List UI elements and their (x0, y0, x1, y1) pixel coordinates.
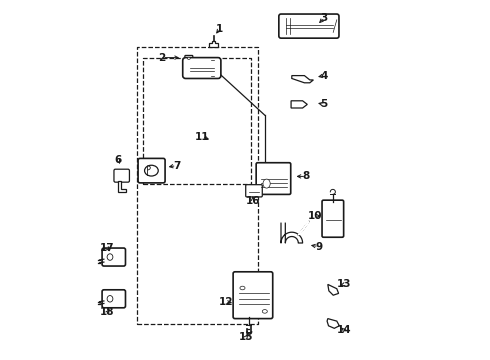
Text: 1: 1 (216, 24, 223, 34)
Text: 8: 8 (303, 171, 310, 181)
FancyBboxPatch shape (233, 272, 273, 319)
Text: 13: 13 (337, 279, 351, 289)
FancyBboxPatch shape (102, 290, 125, 308)
Ellipse shape (107, 254, 113, 260)
Polygon shape (281, 223, 303, 243)
Ellipse shape (240, 286, 245, 290)
Text: 10: 10 (308, 211, 322, 221)
Polygon shape (291, 101, 307, 108)
FancyBboxPatch shape (322, 200, 343, 237)
Polygon shape (298, 221, 309, 235)
Ellipse shape (262, 310, 268, 313)
Text: 12: 12 (219, 297, 234, 307)
Text: 4: 4 (320, 71, 328, 81)
Text: 16: 16 (245, 195, 260, 206)
Text: 9: 9 (315, 242, 322, 252)
Polygon shape (328, 284, 339, 295)
Ellipse shape (187, 57, 190, 59)
Ellipse shape (145, 165, 158, 176)
Polygon shape (327, 319, 339, 328)
Polygon shape (292, 76, 314, 83)
FancyBboxPatch shape (114, 169, 129, 182)
Polygon shape (118, 181, 126, 192)
FancyBboxPatch shape (138, 158, 165, 183)
Text: 18: 18 (100, 307, 115, 318)
Text: 5: 5 (320, 99, 328, 109)
FancyBboxPatch shape (279, 14, 339, 38)
Text: 2: 2 (159, 53, 166, 63)
FancyBboxPatch shape (256, 163, 291, 194)
Text: 3: 3 (320, 13, 328, 23)
Polygon shape (209, 41, 219, 47)
Ellipse shape (263, 179, 270, 188)
FancyBboxPatch shape (185, 55, 193, 61)
Ellipse shape (107, 296, 113, 302)
FancyBboxPatch shape (183, 58, 221, 78)
Text: 14: 14 (337, 325, 351, 335)
Text: 17: 17 (100, 243, 115, 253)
FancyBboxPatch shape (102, 248, 125, 266)
Text: 7: 7 (173, 161, 180, 171)
Text: 11: 11 (195, 132, 209, 142)
Text: 15: 15 (239, 332, 254, 342)
Text: 6: 6 (115, 155, 122, 165)
FancyBboxPatch shape (245, 185, 262, 197)
